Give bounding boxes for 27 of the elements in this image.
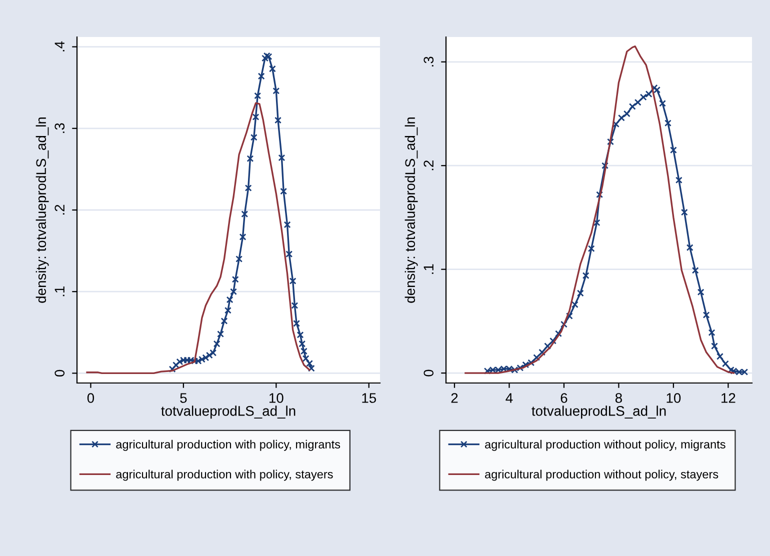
y-tick-label: .3	[54, 123, 65, 133]
x-tick-label: 0	[87, 393, 94, 403]
y-tick-label: .1	[424, 264, 434, 274]
y-axis-title: density: totvalueprodLS_ad_ln	[404, 117, 418, 303]
x-tick-label: 2	[451, 393, 458, 403]
x-tick-label: 10	[269, 393, 284, 403]
y-tick-label: .3	[424, 56, 434, 66]
x-tick-label: 4	[506, 393, 513, 403]
x-tick-label: 5	[180, 393, 187, 403]
x-axis-title: totvalueprodLS_ad_ln	[161, 406, 296, 419]
x-tick-label: 8	[615, 393, 622, 403]
y-tick-label: .1	[54, 286, 64, 296]
x-tick-label: 6	[560, 393, 568, 403]
legend-label: agricultural production with policy, stayers	[116, 470, 333, 481]
legend-label: agricultural production without policy, migrants	[485, 440, 726, 451]
y-axis-title: density: totvalueprodLS_ad_ln	[36, 117, 49, 303]
y-tick-label: 0	[54, 370, 65, 377]
x-tick-label: 15	[362, 393, 376, 403]
x-tick-label: 10	[666, 393, 681, 403]
y-tick-label: .4	[54, 41, 64, 52]
y-tick-label: 0	[424, 370, 434, 376]
x-axis-title: totvalueprodLS_ad_ln	[532, 406, 666, 419]
x-tick-label: 12	[722, 393, 736, 403]
y-tick-label: .2	[424, 160, 434, 170]
legend-label: agricultural production without policy, stayers	[485, 470, 718, 481]
legend-label: agricultural production with policy, migrants	[116, 440, 340, 451]
y-tick-label: .2	[54, 204, 64, 215]
